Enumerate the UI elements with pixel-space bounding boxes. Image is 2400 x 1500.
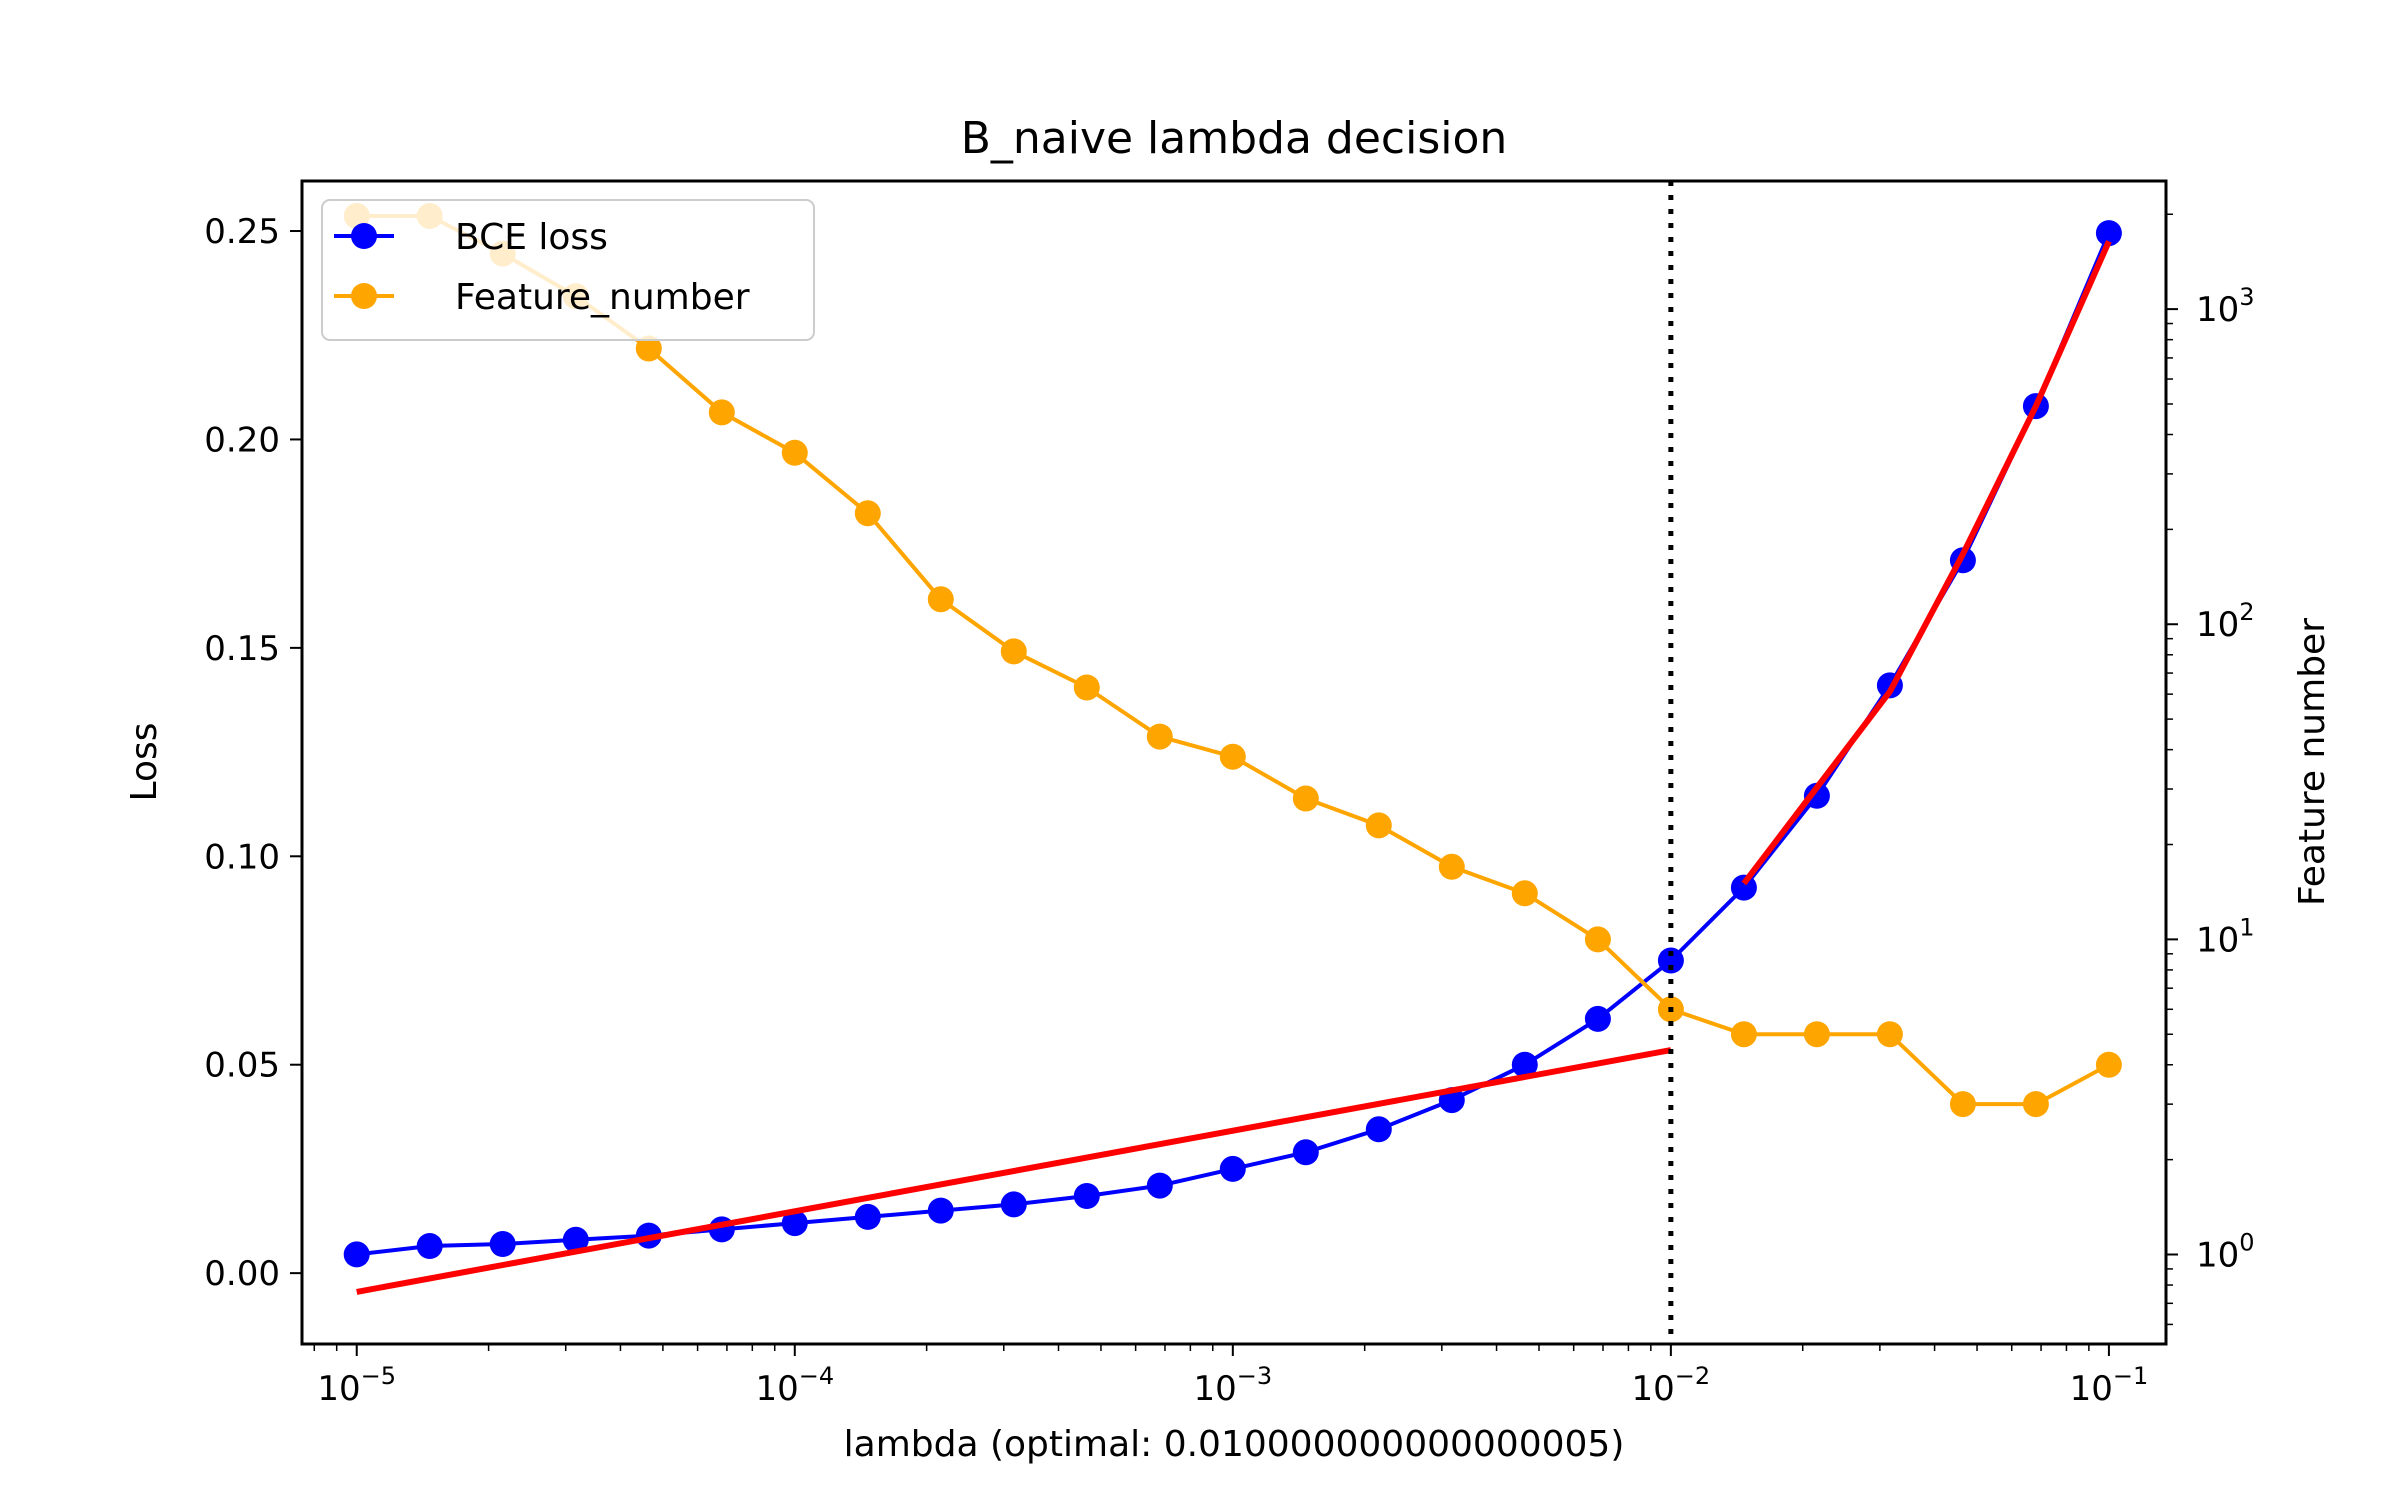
legend-box — [321, 199, 815, 341]
x-tick-label: 10−4 — [755, 1362, 834, 1409]
series-1-point — [2022, 1091, 2049, 1118]
series-0-point — [2095, 220, 2122, 247]
series-1-point — [781, 439, 808, 466]
series-1-point — [1146, 723, 1173, 750]
series-0-point — [1730, 874, 1757, 901]
series-0-point — [1584, 1005, 1611, 1032]
x-axis-label: lambda (optimal: 0.010000000000000005) — [844, 1424, 1625, 1465]
fit-line-0 — [356, 1047, 1672, 1295]
legend-label-bce: BCE loss — [455, 217, 608, 258]
series-0-point — [416, 1233, 443, 1259]
axes: 10−5 10−4 10−3 10−2 10−1 0.00 0.05 0.10 0.15 0.20… — [204, 212, 2254, 1409]
legend-label-feature: Feature_number — [455, 277, 750, 318]
legend-marker-feature — [351, 283, 377, 309]
series-line-1 — [356, 214, 2110, 1107]
series-1-point — [1073, 674, 1100, 701]
x-tick-label: 10−1 — [2070, 1362, 2149, 1409]
series-1-point — [1511, 880, 1538, 907]
y-tick-label: 0.00 — [204, 1254, 280, 1294]
series-0-point — [562, 1226, 589, 1253]
series-0-point — [1000, 1191, 1027, 1218]
y-tick-label: 0.05 — [204, 1046, 280, 1086]
series-0-point — [1073, 1183, 1100, 1209]
plot-area — [343, 181, 2122, 1344]
series-0-point — [1292, 1139, 1319, 1166]
fit-line-1 — [1741, 240, 2112, 886]
series-0-point — [1657, 947, 1684, 974]
chart-title: B_naive lambda decision — [961, 113, 1508, 164]
plot-frame — [300, 179, 2168, 1346]
series-1-point — [1292, 785, 1319, 812]
series-1-point — [1949, 1091, 1976, 1118]
series-1-point — [708, 399, 735, 426]
series-1-point — [1219, 743, 1246, 770]
series-1-point — [1584, 926, 1611, 953]
y-tick-label: 0.10 — [204, 837, 280, 877]
series-0-point — [927, 1197, 954, 1224]
y2-tick-label: 102 — [2196, 598, 2255, 645]
y-tick-label: 0.20 — [204, 420, 280, 460]
series-1-point — [635, 335, 662, 362]
legend: BCE loss Feature_number — [321, 199, 815, 341]
y-tick-label: 0.15 — [204, 629, 280, 669]
series-1-point — [1730, 1021, 1757, 1048]
series-0-point — [1365, 1116, 1392, 1143]
series-1-point — [1438, 853, 1465, 880]
series-1-point — [2095, 1051, 2122, 1078]
x-tick-label: 10−2 — [1632, 1362, 1711, 1409]
series-0-point — [854, 1203, 881, 1230]
series-1-point — [1365, 812, 1392, 839]
y2-tick-label: 100 — [2196, 1229, 2255, 1276]
y2-axis-label: Feature number — [2292, 618, 2333, 906]
y-tick-label: 0.25 — [204, 212, 280, 252]
series-0-point — [489, 1231, 516, 1257]
y2-tick-label: 103 — [2196, 283, 2255, 330]
series-1-point — [854, 500, 881, 527]
series-1-point — [927, 586, 954, 613]
y2-tick-label: 101 — [2196, 913, 2255, 960]
series-0-point — [1219, 1155, 1246, 1182]
series-1-point — [1000, 638, 1027, 665]
y-axis-label: Loss — [124, 723, 165, 802]
series-0-point — [1803, 782, 1830, 809]
series-0-point — [781, 1210, 808, 1237]
series-0-point — [1146, 1172, 1173, 1199]
x-tick-label: 10−3 — [1193, 1362, 1272, 1409]
legend-marker-bce — [351, 223, 377, 249]
series-0-point — [343, 1241, 370, 1268]
series-0-point — [1511, 1051, 1538, 1078]
series-1-point — [1876, 1021, 1903, 1048]
x-tick-label: 10−5 — [317, 1362, 396, 1409]
series-1-point — [1803, 1021, 1830, 1048]
